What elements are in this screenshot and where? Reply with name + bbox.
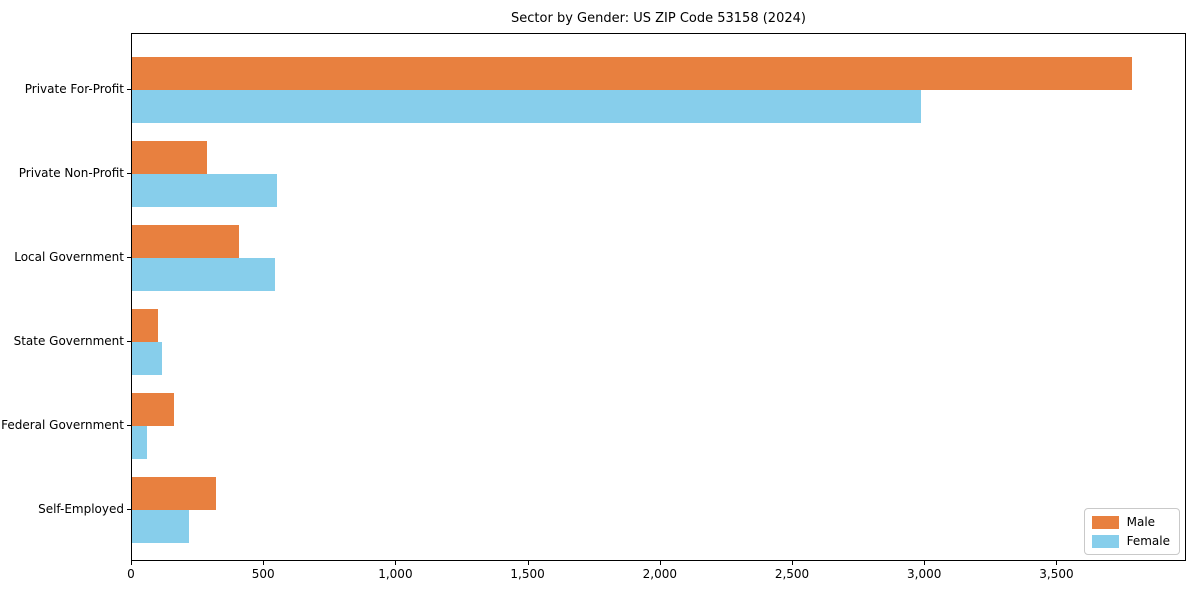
x-tick <box>395 561 397 565</box>
legend-label-male: Male <box>1126 515 1156 529</box>
bar-female-6 <box>132 510 189 543</box>
legend-swatch-female <box>1091 534 1119 548</box>
y-tick <box>127 425 131 426</box>
bar-male-4 <box>132 309 159 342</box>
x-tick <box>263 561 265 565</box>
bar-female-4 <box>132 342 163 375</box>
legend-row-male: Male <box>1091 515 1170 529</box>
bar-female-5 <box>132 426 147 459</box>
bar-male-5 <box>132 393 175 426</box>
y-tick-label: Self-Employed <box>38 502 124 516</box>
x-tick-label: 3,500 <box>1039 567 1074 581</box>
x-tick-label: 1,000 <box>378 567 413 581</box>
bar-male-1 <box>132 57 1133 90</box>
y-tick-label: State Government <box>13 334 124 348</box>
y-tick-label: Private Non-Profit <box>18 166 124 180</box>
y-tick <box>127 89 131 90</box>
x-tick <box>792 561 794 565</box>
bar-female-2 <box>132 174 278 207</box>
x-tick <box>924 561 926 565</box>
x-tick-label: 1,500 <box>510 567 545 581</box>
x-tick <box>1056 561 1058 565</box>
bar-male-2 <box>132 141 208 174</box>
x-tick-label: 500 <box>251 567 275 581</box>
plot-area: Male Female <box>131 33 1186 561</box>
x-tick-label: 2,000 <box>642 567 677 581</box>
bar-female-3 <box>132 258 275 291</box>
x-tick <box>659 561 661 565</box>
x-tick-label: 0 <box>127 567 135 581</box>
legend: Male Female <box>1083 508 1180 555</box>
bar-female-1 <box>132 90 922 123</box>
y-tick <box>127 173 131 174</box>
chart-title: Sector by Gender: US ZIP Code 53158 (202… <box>511 11 806 26</box>
y-tick-label: Private For-Profit <box>24 82 124 96</box>
y-tick <box>127 509 131 510</box>
x-tick <box>131 561 132 565</box>
y-tick <box>127 257 131 258</box>
x-tick-label: 2,500 <box>774 567 810 581</box>
y-tick <box>127 341 131 342</box>
bar-male-6 <box>132 477 217 510</box>
y-tick-label: Local Government <box>14 250 124 264</box>
legend-row-female: Female <box>1091 534 1170 548</box>
bar-male-3 <box>132 225 239 258</box>
legend-label-female: Female <box>1126 534 1170 548</box>
x-tick-label: 3,000 <box>907 567 942 581</box>
legend-swatch-male <box>1091 515 1119 529</box>
x-tick <box>527 561 529 565</box>
y-tick-label: Federal Government <box>1 418 124 432</box>
